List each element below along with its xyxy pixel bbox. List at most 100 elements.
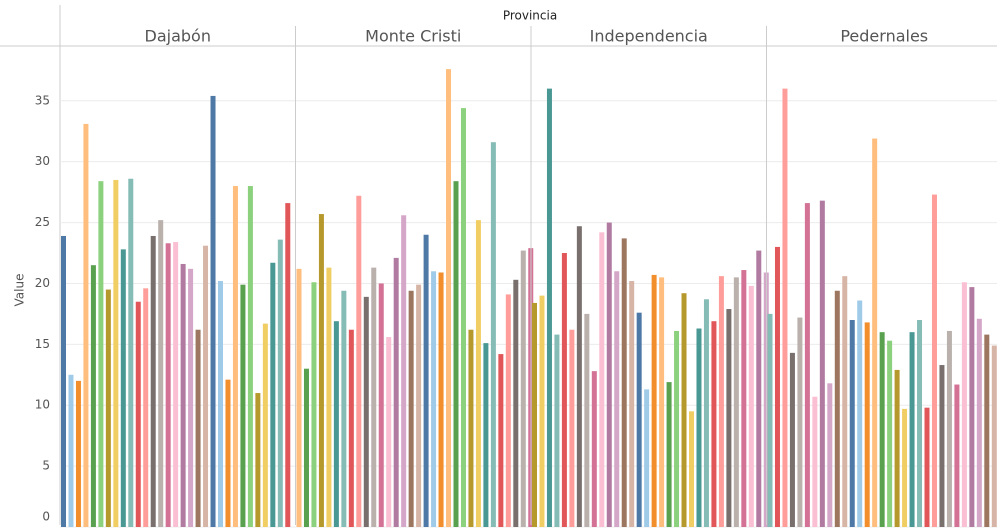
bar bbox=[681, 293, 687, 527]
y-tick-label: 0 bbox=[42, 510, 50, 524]
bar bbox=[120, 249, 126, 527]
y-tick-label: 5 bbox=[42, 459, 50, 473]
bar bbox=[539, 295, 545, 527]
bar bbox=[703, 299, 709, 527]
bar bbox=[767, 313, 773, 527]
bar bbox=[946, 330, 952, 527]
bar bbox=[135, 301, 141, 527]
panel-label: Pedernales bbox=[840, 27, 928, 46]
bar bbox=[416, 284, 422, 527]
bar bbox=[363, 296, 369, 527]
bar bbox=[689, 411, 694, 527]
panel-label: Dajabón bbox=[145, 27, 211, 46]
bar bbox=[371, 267, 377, 527]
bar bbox=[917, 319, 923, 527]
bar bbox=[262, 323, 268, 527]
bar bbox=[195, 329, 201, 527]
bar bbox=[554, 334, 560, 527]
bar bbox=[438, 272, 444, 527]
bar bbox=[726, 309, 732, 527]
bar bbox=[842, 276, 848, 527]
bar bbox=[378, 283, 384, 527]
bar bbox=[569, 329, 575, 527]
y-tick-label: 15 bbox=[35, 337, 50, 351]
y-tick-label: 25 bbox=[35, 215, 50, 229]
bar bbox=[446, 69, 452, 527]
column-header: Provincia bbox=[503, 9, 557, 23]
bar bbox=[513, 279, 519, 527]
bar bbox=[621, 238, 627, 527]
bar bbox=[143, 288, 149, 527]
bar bbox=[532, 302, 537, 527]
bar bbox=[393, 257, 399, 527]
panel-label: Monte Cristi bbox=[365, 27, 461, 46]
bar bbox=[423, 234, 429, 528]
bar bbox=[879, 332, 885, 527]
bar bbox=[431, 271, 437, 527]
bar bbox=[954, 384, 960, 527]
bar bbox=[210, 95, 216, 528]
bar bbox=[240, 284, 246, 527]
bar bbox=[318, 214, 324, 527]
bar bbox=[984, 334, 990, 527]
bar bbox=[75, 380, 81, 527]
y-tick-label: 30 bbox=[35, 154, 50, 168]
bar bbox=[303, 368, 309, 527]
bar bbox=[864, 322, 870, 527]
bar bbox=[386, 337, 392, 527]
bar bbox=[887, 340, 893, 527]
bar bbox=[924, 407, 930, 527]
bar bbox=[255, 393, 261, 527]
bar bbox=[909, 332, 915, 527]
bar bbox=[165, 243, 171, 528]
bar bbox=[468, 329, 474, 527]
bar bbox=[827, 383, 833, 527]
bar bbox=[782, 88, 788, 528]
bar bbox=[158, 220, 164, 528]
bar bbox=[696, 328, 702, 527]
bar bbox=[277, 239, 283, 527]
panel-label: Independencia bbox=[590, 27, 708, 46]
bar bbox=[659, 277, 665, 527]
bar bbox=[225, 379, 231, 527]
bar bbox=[348, 329, 354, 527]
bar bbox=[748, 285, 754, 527]
bar bbox=[872, 138, 878, 528]
bar bbox=[68, 374, 74, 527]
bar bbox=[483, 343, 489, 527]
bar bbox=[311, 282, 317, 527]
bar bbox=[546, 88, 552, 528]
bar bbox=[834, 290, 840, 527]
bar bbox=[774, 246, 780, 527]
y-tick-label: 35 bbox=[35, 93, 50, 107]
bar bbox=[561, 253, 567, 527]
bar bbox=[636, 312, 642, 527]
y-axis-label: Value bbox=[13, 274, 27, 307]
bar bbox=[789, 352, 795, 527]
bar bbox=[576, 226, 582, 527]
bar bbox=[453, 181, 459, 527]
bar bbox=[90, 265, 96, 527]
bar bbox=[931, 194, 937, 528]
bar bbox=[741, 270, 747, 527]
bar bbox=[711, 321, 717, 527]
bar bbox=[203, 245, 209, 527]
bar bbox=[356, 195, 362, 528]
bar bbox=[505, 294, 511, 527]
bar bbox=[326, 267, 332, 527]
bar bbox=[614, 271, 620, 527]
bar bbox=[128, 178, 134, 528]
bar bbox=[173, 242, 179, 527]
bar bbox=[83, 123, 89, 527]
bar bbox=[961, 282, 967, 527]
bar bbox=[644, 389, 650, 527]
bar bbox=[606, 222, 612, 527]
bar bbox=[857, 300, 863, 527]
bar bbox=[849, 319, 855, 527]
bar bbox=[976, 318, 982, 527]
bar bbox=[105, 289, 111, 527]
bar bbox=[804, 203, 810, 528]
bar bbox=[819, 200, 825, 527]
bar bbox=[629, 281, 635, 527]
bar bbox=[674, 330, 680, 527]
